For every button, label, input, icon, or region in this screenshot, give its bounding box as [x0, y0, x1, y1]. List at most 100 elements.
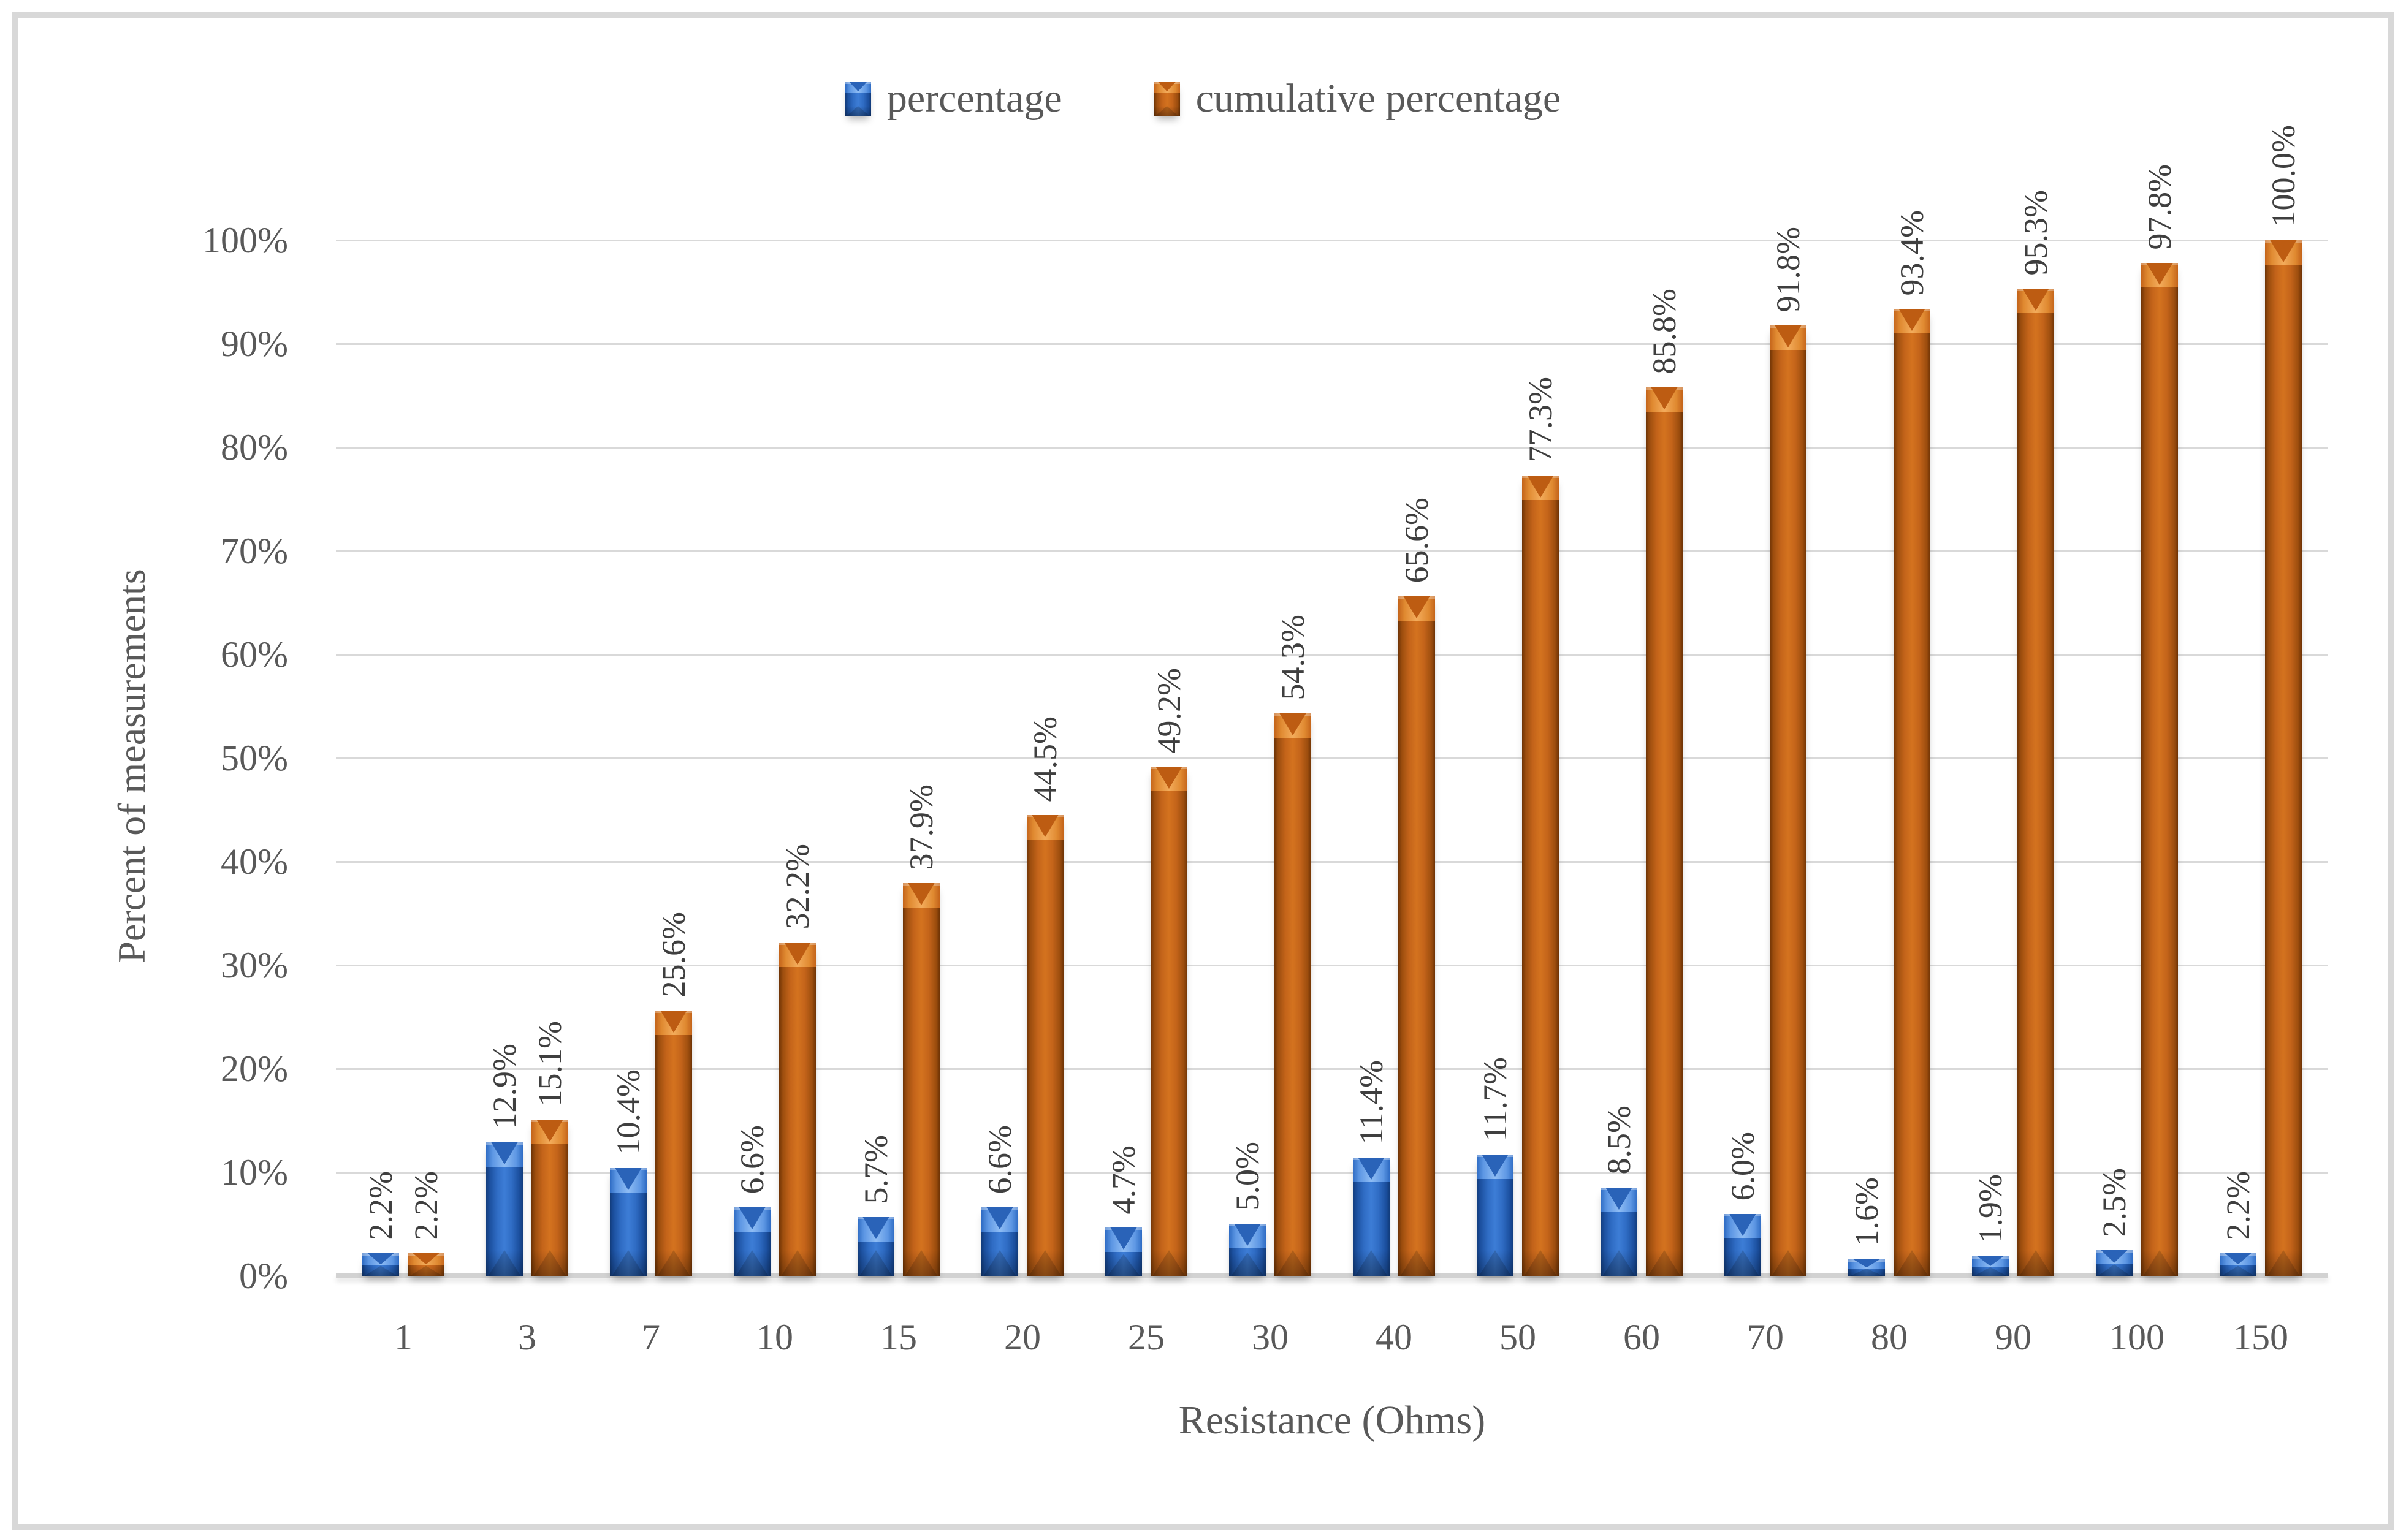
data-label-cumulative-percentage: 85.8% [1646, 288, 1683, 374]
bar-bottom-notch [1276, 1250, 1309, 1276]
bar-blue-60 [1601, 1188, 1637, 1276]
bar-top-notch [1527, 476, 1554, 498]
bar-bottom-shade [1724, 1250, 1761, 1276]
data-label-percentage: 12.9% [486, 1043, 523, 1129]
data-label-cumulative-percentage: 100.0% [2265, 124, 2302, 227]
bar-top-notch [1729, 1214, 1756, 1236]
bar-top-notch [1605, 1188, 1632, 1210]
y-tick-label: 100% [202, 220, 288, 260]
x-tick-label: 100 [2109, 1317, 2164, 1357]
bar-bottom-shade [1770, 1250, 1806, 1276]
bar-bottom-shade [734, 1250, 771, 1276]
bar-orange-50 [1522, 476, 1559, 1276]
bar-top-notch [1977, 1256, 2004, 1266]
y-tick-label: 0% [239, 1256, 288, 1296]
x-tick-label: 10 [756, 1317, 793, 1357]
legend-marker-bottom-notch [1155, 106, 1179, 116]
x-tick-label: 90 [1995, 1317, 2031, 1357]
data-label-percentage: 11.7% [1477, 1056, 1513, 1141]
bar-bottom-shade [2220, 1265, 2256, 1276]
bar-top-bevel [610, 1168, 647, 1193]
gridline [336, 550, 2328, 552]
bar-bottom-shade [1477, 1250, 1513, 1276]
gridline [336, 964, 2328, 966]
bar-top-bevel [2220, 1253, 2256, 1266]
bar-bottom-shade [486, 1250, 523, 1276]
x-tick-label: 40 [1376, 1317, 1412, 1357]
bar-top-bevel [1601, 1188, 1637, 1212]
bar-bottom-notch [905, 1250, 938, 1276]
x-axis-line [336, 1273, 2328, 1278]
bar-bottom-notch [781, 1250, 814, 1276]
data-label-percentage: 11.4% [1353, 1060, 1390, 1144]
bar-top-notch [1032, 815, 1059, 837]
bar-top-bevel [981, 1207, 1018, 1232]
bar-blue-40 [1353, 1158, 1390, 1276]
data-label-cumulative-percentage: 54.3% [1274, 614, 1311, 700]
bar-bottom-notch [1029, 1250, 1062, 1276]
data-label-percentage: 1.6% [1848, 1177, 1885, 1246]
bar-top-notch [1853, 1259, 1880, 1268]
bar-top-notch [491, 1142, 518, 1164]
bar-top-bevel [531, 1120, 568, 1144]
data-label-percentage: 5.7% [858, 1134, 894, 1204]
y-tick-label: 40% [221, 841, 288, 882]
bar-bottom-shade [2096, 1264, 2133, 1276]
data-label-cumulative-percentage: 44.5% [1027, 716, 1064, 802]
gridline [336, 860, 2328, 863]
bar-top-notch [2270, 240, 2297, 262]
data-label-percentage: 10.4% [610, 1069, 647, 1155]
bar-top-bevel [1848, 1259, 1885, 1269]
gridline [336, 446, 2328, 449]
bar-bottom-notch [1602, 1250, 1635, 1276]
data-label-cumulative-percentage: 77.3% [1522, 376, 1559, 462]
bar-bottom-shade [655, 1250, 692, 1276]
y-tick-label: 20% [221, 1049, 288, 1089]
bar-bottom-notch [983, 1250, 1016, 1276]
x-tick-label: 30 [1252, 1317, 1289, 1357]
bar-bottom-shade [1848, 1268, 1885, 1276]
legend-label: cumulative percentage [1195, 76, 1561, 121]
y-tick-label: 90% [221, 324, 288, 364]
data-label-percentage: 2.2% [2220, 1170, 2256, 1240]
bar-top-notch [1403, 596, 1430, 618]
gridline [336, 653, 2328, 656]
bar-orange-60 [1646, 387, 1683, 1276]
bar-top-bevel [1105, 1227, 1142, 1252]
bar-orange-80 [1894, 309, 1930, 1276]
bar-bottom-shade [362, 1265, 399, 1276]
bar-bottom-notch [488, 1250, 521, 1276]
y-tick-label: 60% [221, 634, 288, 675]
bar-top-notch [1775, 325, 1802, 347]
bar-top-notch [2022, 289, 2049, 311]
bar-top-bevel [1972, 1256, 2009, 1267]
x-tick-label: 15 [880, 1317, 917, 1357]
bar-bottom-notch [2221, 1265, 2255, 1276]
x-tick-label: 150 [2233, 1317, 2288, 1357]
bar-bottom-shade [779, 1250, 816, 1276]
bar-blue-1 [362, 1253, 399, 1276]
bar-blue-150 [2220, 1253, 2256, 1276]
bar-orange-30 [1274, 713, 1311, 1276]
x-tick-label: 60 [1623, 1317, 1660, 1357]
legend-item-orange: cumulative percentage [1154, 78, 1561, 119]
gridline [336, 343, 2328, 345]
bar-bottom-shade [858, 1250, 894, 1276]
bar-orange-70 [1770, 325, 1806, 1276]
bar-bottom-shade [1398, 1250, 1435, 1276]
data-label-percentage: 6.6% [981, 1125, 1018, 1194]
bar-top-notch [1155, 767, 1182, 789]
data-label-cumulative-percentage: 91.8% [1770, 226, 1806, 312]
bar-bottom-notch [859, 1250, 893, 1276]
bar-top-bevel [1229, 1224, 1266, 1248]
bar-bottom-notch [364, 1265, 397, 1276]
bar-top-bevel [1027, 815, 1064, 840]
bar-blue-30 [1229, 1224, 1266, 1276]
bar-bottom-notch [1850, 1268, 1883, 1276]
bar-bottom-notch [2098, 1264, 2131, 1276]
bar-bottom-notch [1648, 1250, 1681, 1276]
data-label-cumulative-percentage: 2.2% [408, 1170, 444, 1240]
y-tick-label: 80% [221, 427, 288, 468]
bar-top-notch [536, 1120, 563, 1142]
x-tick-label: 70 [1747, 1317, 1784, 1357]
